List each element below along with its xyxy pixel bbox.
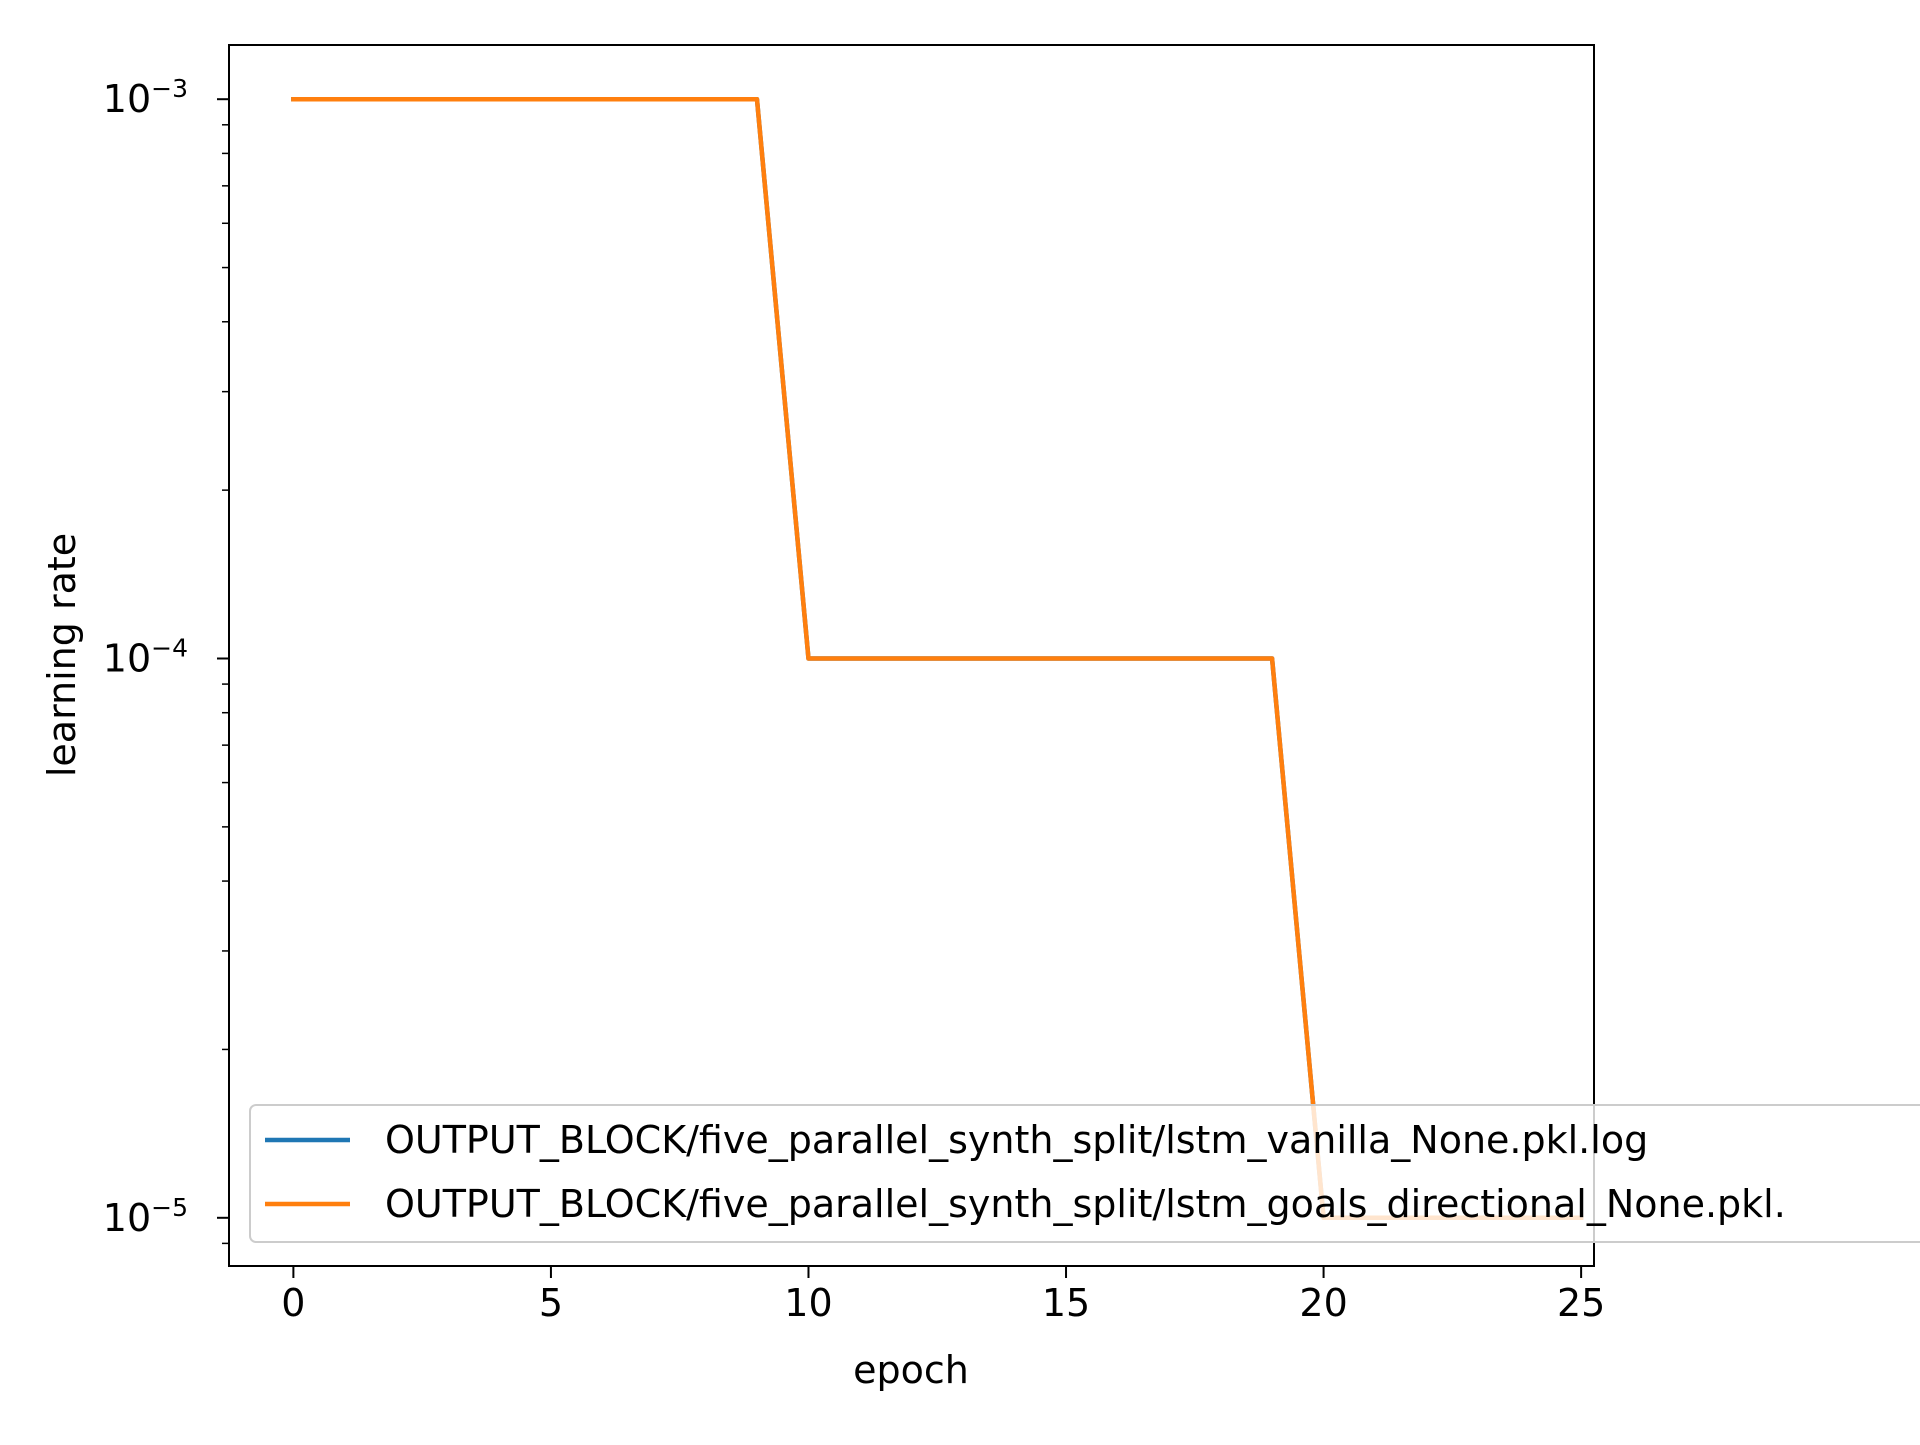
legend-label-1: OUTPUT_BLOCK/five_parallel_synth_split/l… [385,1118,1648,1162]
y-axis-label: learning rate [40,533,84,777]
x-tick-label: 15 [1042,1281,1090,1325]
y-tick-exponent: −5 [151,1193,188,1222]
y-tick-exponent: −3 [151,74,188,103]
x-tick-label: 0 [281,1281,305,1325]
x-tick-label: 10 [784,1281,832,1325]
y-tick-label: 10−5 [103,1193,188,1240]
plot-frame [228,44,1595,1267]
y-axis: 10−310−410−5 [103,74,229,1245]
y-tick-label: 10−3 [103,74,188,121]
y-tick-base: 10 [103,77,151,121]
plot-area [229,45,1594,1266]
y-tick-base: 10 [103,1196,151,1240]
y-tick-base: 10 [103,636,151,680]
x-tick-label: 5 [539,1281,563,1325]
x-tick-label: 20 [1299,1281,1347,1325]
x-tick-label: 25 [1557,1281,1605,1325]
y-tick-exponent: −4 [151,633,188,662]
y-tick-label: 10−4 [103,633,188,680]
legend: OUTPUT_BLOCK/five_parallel_synth_split/l… [249,1104,1920,1243]
x-axis: 0 5 10 15 20 25 [281,1266,1605,1325]
legend-box [249,1104,1920,1243]
x-axis-label: epoch [853,1348,969,1392]
legend-label-2: OUTPUT_BLOCK/five_parallel_synth_split/l… [385,1182,1786,1226]
